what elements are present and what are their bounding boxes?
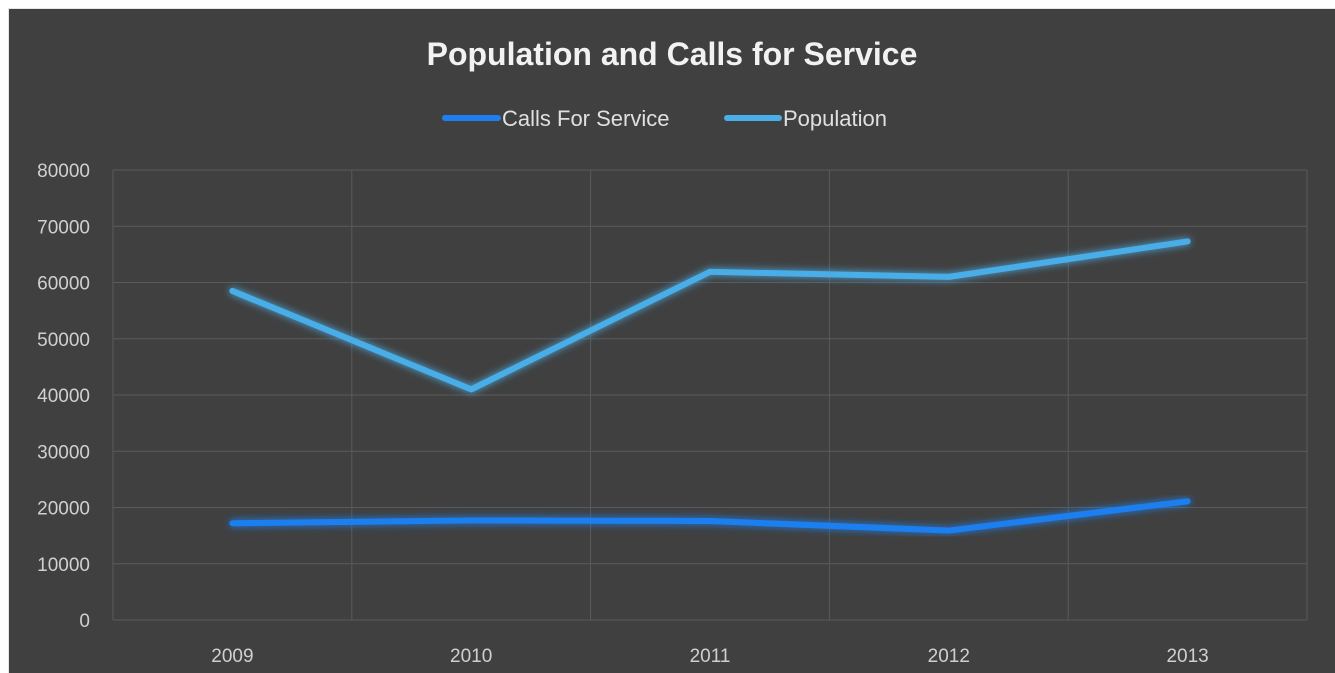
y-tick-label: 50000 <box>37 330 90 351</box>
x-tick-label: 2012 <box>928 646 970 667</box>
x-tick-label: 2010 <box>450 646 492 667</box>
chart-frame <box>8 8 1335 673</box>
x-tick-label: 2009 <box>211 646 253 667</box>
y-axis: 0 10000 20000 30000 40000 50000 60000 70000 8000… <box>37 161 90 632</box>
y-tick-label: 30000 <box>37 442 90 463</box>
legend: Calls For Service Population <box>442 106 887 131</box>
legend-label-calls: Calls For Service <box>502 106 669 131</box>
y-tick-label: 70000 <box>37 217 90 238</box>
legend-label-population: Population <box>783 106 887 131</box>
y-tick-label: 40000 <box>37 386 90 407</box>
x-axis: 2009 2010 2011 2012 2013 <box>211 646 1208 667</box>
legend-item-population: Population <box>724 106 887 131</box>
series-line-population <box>229 238 1191 393</box>
x-tick-label: 2011 <box>690 646 731 667</box>
gridlines <box>112 169 1308 621</box>
y-tick-label: 10000 <box>37 555 90 576</box>
x-tick-label: 2013 <box>1166 646 1208 667</box>
y-tick-label: 20000 <box>37 499 90 520</box>
series-line-calls-for-service <box>229 498 1191 534</box>
y-tick-label: 0 <box>79 611 90 632</box>
y-tick-label: 60000 <box>37 274 90 295</box>
series-lines <box>229 238 1191 534</box>
chart-title: Population and Calls for Service <box>427 36 918 72</box>
y-tick-label: 80000 <box>37 161 90 182</box>
legend-item-calls: Calls For Service <box>442 106 669 131</box>
